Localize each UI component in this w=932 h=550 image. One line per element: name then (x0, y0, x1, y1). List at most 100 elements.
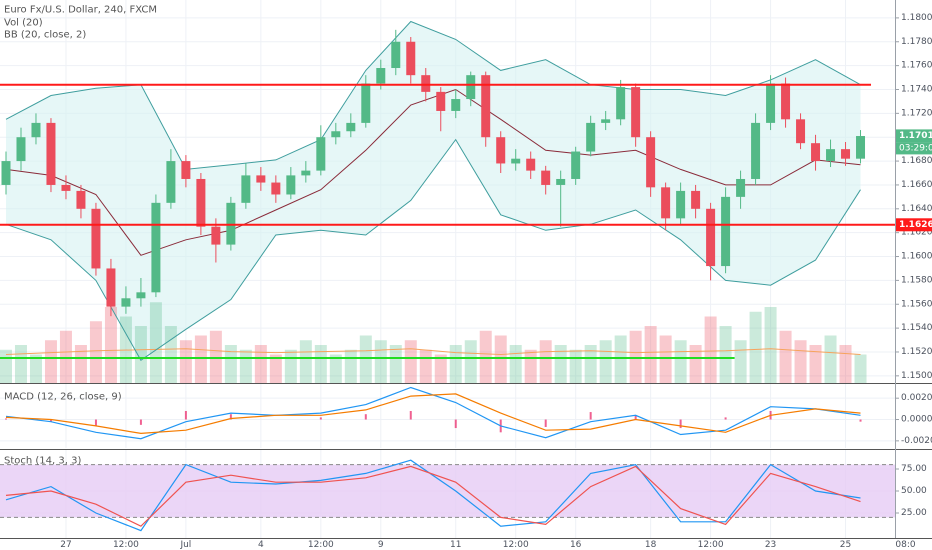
volume-bar (479, 330, 492, 383)
volume-bar (494, 335, 507, 383)
volume-bar (314, 345, 327, 383)
volume-bar (509, 345, 522, 383)
x-tick-label: 18 (645, 540, 657, 550)
volume-bar (539, 340, 552, 383)
candle-body (1, 161, 11, 185)
candle-body (241, 175, 251, 203)
candle-body (361, 83, 371, 123)
candle-body (751, 122, 761, 179)
x-tick-label: 12:00 (503, 540, 529, 550)
macd-histogram-bar (634, 415, 637, 420)
y-tick-label: 1.17600 (901, 61, 932, 71)
volume-bar (254, 345, 267, 383)
volume-bar (434, 354, 447, 383)
volume-bar (464, 340, 477, 383)
countdown-tag (896, 142, 932, 155)
volume-bar (224, 345, 237, 383)
macd-histogram-bar (859, 419, 862, 422)
bb-upper (5, 20, 861, 170)
y-tick-label: 1.15800 (901, 275, 932, 285)
chart-title: Euro Fx/U.S. Dollar, 240, FXCM (4, 5, 157, 16)
volume-ma (5, 348, 861, 356)
candle-body (346, 122, 356, 132)
candle-body (511, 158, 521, 164)
candle-body (106, 268, 116, 307)
candle-body (166, 161, 176, 203)
volume-bar (599, 340, 612, 383)
macd-histogram-bar (319, 417, 322, 420)
candle-body (736, 178, 746, 197)
volume-bar (554, 345, 567, 383)
macd-histogram-bar (139, 419, 142, 425)
y-tick-label: 1.16000 (901, 252, 932, 262)
y-tick-label: 1.18000 (901, 13, 932, 23)
candle-body (661, 187, 671, 219)
x-tick-label: 27 (60, 540, 71, 550)
volume-bar (239, 349, 252, 383)
volume-bar (0, 349, 12, 383)
candle-body (571, 151, 581, 179)
x-tick-label: 16 (570, 540, 582, 550)
candle-body (136, 292, 146, 299)
volume-bar (809, 345, 822, 383)
candle-body (706, 208, 716, 267)
volume-bar (134, 326, 147, 383)
volume-bar (359, 335, 372, 383)
y-tick-label: 1.16600 (901, 180, 932, 190)
candle-body (301, 170, 311, 176)
volume-bar (629, 330, 642, 383)
volume-bar (689, 345, 702, 383)
macd-histogram-bar (724, 417, 727, 420)
x-tick-label: 11 (450, 540, 461, 550)
y-tick-label: 1.17400 (901, 84, 932, 94)
candle-body (841, 149, 851, 159)
volume-bar (749, 311, 762, 383)
candle-body (271, 182, 281, 195)
price-tag (896, 218, 932, 232)
candle-body (466, 75, 476, 100)
bb-fill (6, 21, 861, 361)
candle-body (46, 122, 56, 185)
candle-body (856, 136, 866, 159)
y-tick-label: 75.00 (901, 464, 927, 474)
x-tick-label: 23 (765, 540, 776, 550)
y-tick-label: 0.0000 (901, 415, 932, 425)
macd-title: MACD (12, 26, close, 9) (4, 392, 122, 403)
volume-bar (74, 345, 87, 383)
x-tick-label: 4 (258, 540, 264, 550)
candle-body (496, 137, 506, 164)
candle-body (391, 41, 401, 69)
price-tag-label: 1.17011 (899, 131, 932, 141)
candle-body (631, 87, 641, 138)
volume-bar (209, 330, 222, 383)
volume-bar (569, 349, 582, 383)
x-tick-label: 12:00 (308, 540, 334, 550)
candle-body (121, 298, 131, 307)
candle-body (196, 178, 206, 227)
volume-bar (269, 354, 282, 383)
y-tick-label: -0.0020 (901, 436, 932, 446)
volume-bar (614, 335, 627, 383)
candle-body (181, 161, 191, 179)
volume-bar (839, 345, 852, 383)
candle-body (586, 122, 596, 152)
volume-bar (719, 326, 732, 383)
candle-body (481, 75, 491, 138)
volume-bar (164, 326, 177, 383)
indicator-label: Vol (20) (4, 18, 43, 29)
price-tag-label: 1.16266 (899, 220, 932, 230)
candle-body (76, 190, 86, 209)
volume-bar (794, 340, 807, 383)
x-tick-label: Jul (179, 540, 191, 550)
y-tick-label: 1.16800 (901, 156, 932, 166)
volume-bar (584, 345, 597, 383)
indicator-label: BB (20, close, 2) (4, 30, 86, 41)
macd-histogram-bar (49, 419, 52, 422)
macd-histogram-bar (454, 419, 457, 429)
candle-body (811, 143, 821, 162)
countdown-label: 03:29:02 (899, 143, 932, 153)
macd-histogram-bar (364, 414, 367, 420)
volume-bar (449, 345, 462, 383)
volume-bar (374, 340, 387, 383)
